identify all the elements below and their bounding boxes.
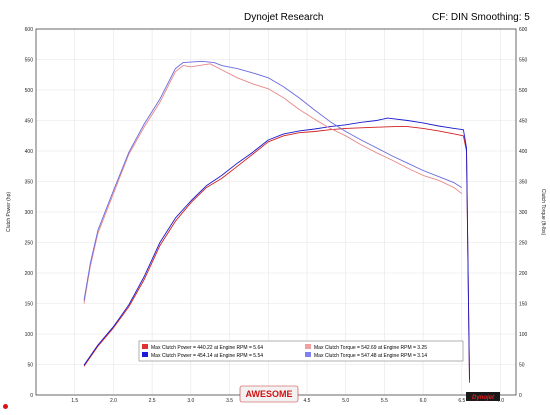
y-tick-label-left: 350 [25, 180, 34, 186]
y-tick-label-right: 0 [519, 393, 522, 399]
legend-entry-1: Max Clutch Power = 440.22 at Engine RPM … [151, 345, 263, 351]
legend-swatch-3 [305, 344, 311, 349]
y-tick-label-right: 50 [519, 363, 525, 369]
y-tick-label-left: 50 [27, 363, 33, 369]
y-axis-right-label: Clutch Torque (ft-lbs) [540, 189, 546, 236]
y-tick-label-left: 200 [25, 271, 34, 277]
legend-swatch-2 [142, 352, 148, 357]
y-tick-label-right: 350 [519, 180, 528, 186]
y-tick-label-left: 550 [25, 58, 34, 64]
y-tick-label-left: 500 [25, 88, 34, 94]
y-tick-label-left: 150 [25, 302, 34, 308]
dynojet-logo-text: Dynojet [472, 395, 495, 401]
x-tick-label: 4.5 [303, 398, 310, 404]
y-tick-label-left: 450 [25, 119, 34, 125]
y-tick-label-left: 0 [30, 393, 33, 399]
y-tick-label-left: 400 [25, 149, 34, 155]
y-tick-label-right: 600 [519, 27, 528, 33]
x-tick-label: 5.0 [342, 398, 349, 404]
y-tick-label-right: 250 [519, 241, 528, 247]
x-tick-label: 7.0 [497, 398, 504, 404]
legend-swatch-1 [142, 344, 148, 349]
awesome-logo-text: AWESOME [245, 389, 292, 399]
y-tick-label-right: 550 [519, 58, 528, 64]
x-tick-label: 3.5 [226, 398, 233, 404]
x-tick-label: 2.0 [110, 398, 117, 404]
y-tick-label-left: 300 [25, 210, 34, 216]
y-tick-label-left: 250 [25, 241, 34, 247]
series-line-3 [83, 63, 463, 304]
legend-entry-3: Max Clutch Torque = 542.69 at Engine RPM… [314, 345, 427, 351]
chart-title: Dynojet Research [244, 12, 324, 23]
y-tick-label-right: 100 [519, 332, 528, 338]
y-tick-label-right: 300 [519, 210, 528, 216]
series-group [83, 60, 470, 383]
legend-swatch-4 [305, 352, 311, 357]
y-tick-label-right: 400 [519, 149, 528, 155]
x-tick-label: 6.0 [420, 398, 427, 404]
x-tick-label: 6.5 [458, 398, 465, 404]
y-tick-label-right: 500 [519, 88, 528, 94]
awesome-logo: AWESOME [239, 385, 299, 403]
legend-entry-2: Max Clutch Power = 454.14 at Engine RPM … [151, 353, 263, 359]
legend: Max Clutch Power = 440.22 at Engine RPM … [138, 340, 464, 362]
x-tick-label: 5.5 [381, 398, 388, 404]
grid [36, 28, 516, 396]
y-tick-label-right: 200 [519, 271, 528, 277]
series-line-2 [83, 117, 470, 380]
x-tick-label: 3.0 [187, 398, 194, 404]
y-tick-label-right: 150 [519, 302, 528, 308]
y-tick-label-right: 450 [519, 119, 528, 125]
x-tick-label: 2.5 [149, 398, 156, 404]
legend-entry-4: Max Clutch Torque = 547.48 at Engine RPM… [314, 353, 427, 359]
series-line-1 [83, 126, 470, 383]
y-tick-label-left: 100 [25, 332, 34, 338]
correction-factor-label: CF: DIN Smoothing: 5 [432, 12, 530, 23]
series-line-4 [83, 60, 463, 301]
y-tick-label-left: 600 [25, 27, 34, 33]
tick-labels: 1.52.02.53.03.54.04.55.05.56.06.57.00050… [25, 27, 528, 404]
status-dot-icon [3, 404, 8, 409]
legend-box [138, 340, 464, 362]
x-tick-label: 1.5 [71, 398, 78, 404]
dynojet-logo: Dynojet [466, 392, 500, 401]
y-axis-left-label: Clutch Power (hp) [6, 192, 12, 232]
